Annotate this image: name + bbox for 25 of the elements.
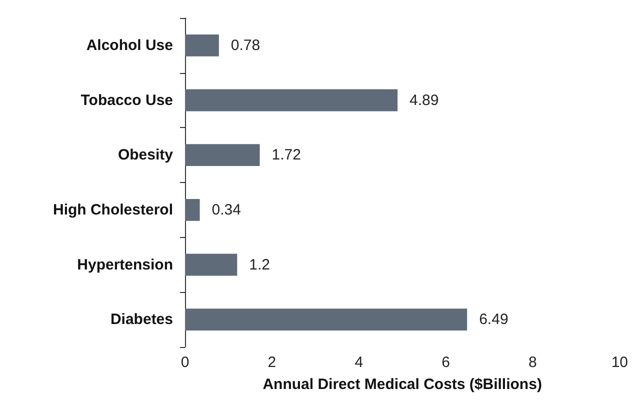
- y-tick-label: Diabetes: [110, 311, 173, 328]
- bar: [185, 89, 398, 112]
- x-tick-label: 6: [442, 354, 450, 371]
- x-tick-label: 4: [354, 354, 364, 371]
- x-tick-label: 0: [180, 354, 190, 371]
- x-tick-label: 10: [611, 354, 628, 371]
- y-tick-label: Obesity: [118, 146, 174, 164]
- bar: [185, 308, 468, 331]
- data-label: 1.72: [272, 146, 301, 164]
- x-tick-label: 2: [268, 354, 276, 371]
- y-tick-label: High Cholesterol: [52, 201, 173, 218]
- data-label: 0.78: [230, 36, 260, 54]
- data-label: 1.2: [249, 256, 270, 274]
- bar: [185, 144, 260, 166]
- y-tick-label: Tobacco Use: [80, 92, 173, 109]
- x-tick-label: 8: [528, 354, 537, 371]
- y-tick-label: Alcohol Use: [86, 36, 173, 54]
- data-label: 0.34: [212, 201, 241, 218]
- data-label: 6.49: [479, 311, 508, 328]
- bar: [185, 198, 200, 221]
- y-tick-label: Hypertension: [77, 256, 173, 274]
- bar: [185, 34, 219, 56]
- bar: [185, 254, 238, 276]
- data-label: 4.89: [410, 92, 439, 109]
- x-axis-title: Annual Direct Medical Costs ($Billions): [262, 376, 542, 393]
